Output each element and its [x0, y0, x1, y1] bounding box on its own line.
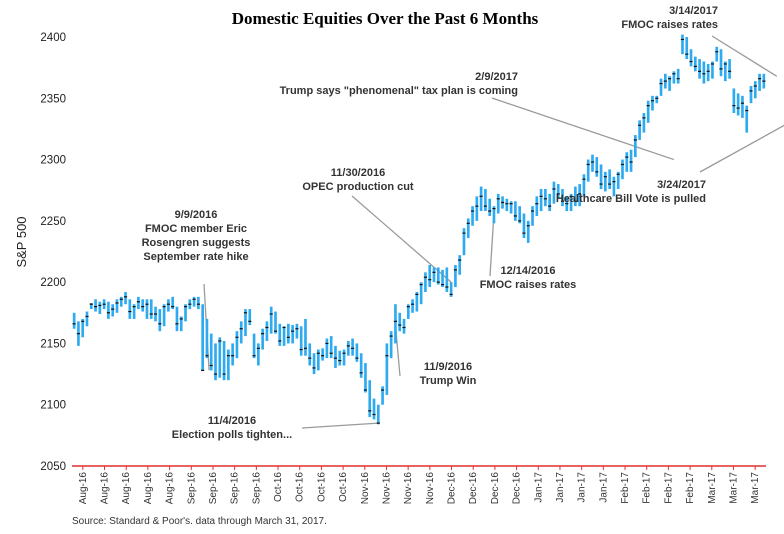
- y-tick-label: 2400: [40, 32, 66, 44]
- price-bars: [72, 34, 766, 425]
- x-tick-label: Dec-16: [447, 472, 458, 505]
- x-tick-label: Sep-16: [186, 472, 197, 505]
- x-tick-label: Feb-17: [620, 472, 631, 504]
- source-note: Source: Standard & Poor's. data through …: [72, 516, 327, 527]
- y-tick-label: 2350: [40, 93, 66, 105]
- y-tick-label: 2300: [40, 155, 66, 167]
- annotation-text: Healthcare Bill Vote is pulled: [556, 193, 706, 205]
- x-tick-label: Sep-16: [230, 472, 241, 505]
- x-tick-label: Oct-16: [295, 472, 306, 502]
- annotation-leader-line: [301, 422, 379, 429]
- annotation-leader-line: [489, 213, 495, 277]
- annotation-leader-line: [711, 35, 778, 77]
- x-tick-label: Feb-17: [663, 472, 674, 504]
- x-tick-label: Dec-16: [512, 472, 523, 505]
- x-tick-label: Mar-17: [750, 472, 761, 504]
- annotation-text: Election polls tighten...: [172, 429, 292, 441]
- x-tick-label: Sep-16: [208, 472, 219, 505]
- annotation-text: FMOC raises rates: [480, 279, 577, 291]
- x-tick-label: Nov-16: [360, 472, 371, 505]
- annotation-text: FMOC raises rates: [621, 19, 718, 31]
- annotations: 9/9/2016 FMOC member Eric Rosengren sugges…: [142, 5, 718, 441]
- annotation-text: Trump says "phenomenal" tax plan is comi…: [280, 85, 518, 97]
- axes: 2050 2100 2150 2200 2250 2300 2350 2400 Aug-16 Au…: [40, 32, 766, 504]
- annotation-text: 11/4/2016: [208, 415, 256, 427]
- x-tick-label: Nov-16: [403, 472, 414, 505]
- annotation-leader-line: [351, 195, 452, 283]
- y-tick-label: 2050: [40, 461, 66, 473]
- x-tick-label: Aug-16: [100, 472, 111, 505]
- x-tick-label: Feb-17: [685, 472, 696, 504]
- annotation-text: 12/14/2016: [500, 265, 555, 277]
- annotation-text: Trump Win: [420, 375, 477, 387]
- x-tick-label: Dec-16: [468, 472, 479, 505]
- x-tick-label: Oct-16: [338, 472, 349, 502]
- x-tick-label: Jan-17: [577, 472, 588, 503]
- x-tick-label: Sep-16: [251, 472, 262, 505]
- x-tick-label: Aug-16: [165, 472, 176, 505]
- annotation-text: 3/24/2017: [657, 179, 706, 191]
- annotation-text: 9/9/2016: [175, 209, 218, 221]
- x-tick-label: Mar-17: [728, 472, 739, 504]
- y-axis-label: S&P 500: [14, 216, 29, 267]
- x-tick-label: Jan-17: [533, 472, 544, 503]
- x-tick-label: Aug-16: [121, 472, 132, 505]
- annotation-text: Rosengren suggests: [142, 237, 251, 249]
- chart-title: Domestic Equities Over the Past 6 Months: [232, 9, 539, 28]
- y-tick-label: 2200: [40, 277, 66, 289]
- y-tick-label: 2250: [40, 216, 66, 228]
- annotation-text: 11/9/2016: [424, 361, 472, 373]
- x-tick-label: Nov-16: [425, 472, 436, 505]
- x-tick-label: Dec-16: [490, 472, 501, 505]
- annotation-text: FMOC member Eric: [145, 223, 247, 235]
- annotation-leader-line: [491, 97, 675, 161]
- x-tick-label: Mar-17: [707, 472, 718, 504]
- x-tick-label: Oct-16: [273, 472, 284, 502]
- annotation-leader-line: [699, 124, 784, 173]
- annotation-text: 3/14/2017: [669, 5, 718, 17]
- y-tick-label: 2150: [40, 338, 66, 350]
- x-tick-label: Nov-16: [381, 472, 392, 505]
- x-tick-label: Jan-17: [555, 472, 566, 503]
- x-tick-label: Aug-16: [143, 472, 154, 505]
- annotation-text: September rate hike: [143, 251, 248, 263]
- annotation-text: OPEC production cut: [302, 181, 414, 193]
- y-tick-label: 2100: [40, 400, 66, 412]
- x-tick-label: Feb-17: [642, 472, 653, 504]
- x-tick-label: Aug-16: [78, 472, 89, 505]
- annotation-text: 2/9/2017: [475, 71, 518, 83]
- x-tick-label: Oct-16: [316, 472, 327, 502]
- annotation-text: 11/30/2016: [331, 167, 385, 179]
- x-tick-label: Jan-17: [598, 472, 609, 503]
